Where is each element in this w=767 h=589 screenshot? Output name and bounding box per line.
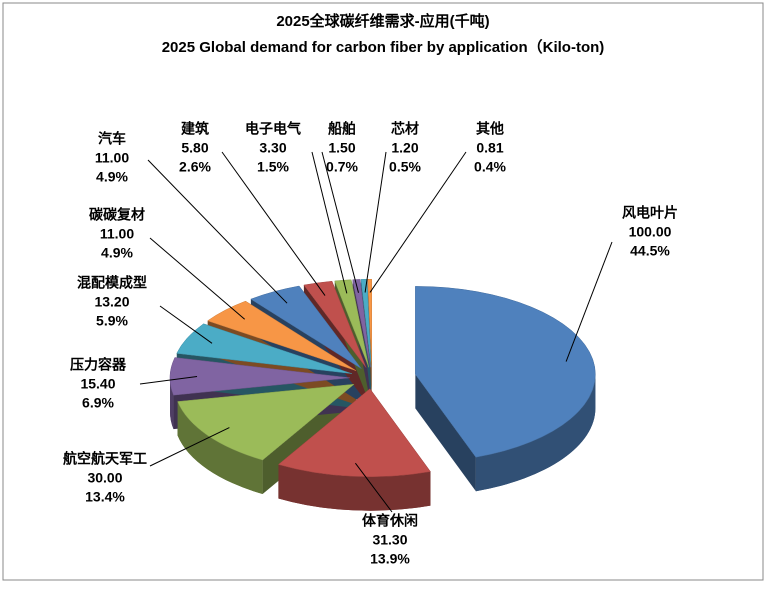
leader-line <box>369 151 467 293</box>
slice <box>415 286 596 458</box>
chart-subtitle: 2025 Global demand for carbon fiber by a… <box>162 38 605 56</box>
percent-label: 1.5% <box>257 159 289 175</box>
value-label: 31.30 <box>372 532 407 548</box>
percent-label: 2.6% <box>179 159 211 175</box>
leader-line <box>139 376 198 385</box>
category-label: 风电叶片 <box>622 205 678 221</box>
leader-line <box>159 305 213 344</box>
category-label: 航空航天军工 <box>63 451 147 467</box>
percent-label: 13.9% <box>370 551 410 567</box>
leader-line <box>149 237 246 320</box>
percent-label: 0.5% <box>389 159 421 175</box>
value-label: 1.20 <box>391 140 418 156</box>
slice <box>334 279 370 368</box>
leader-line <box>354 462 393 513</box>
slice <box>176 323 352 374</box>
leader-line <box>565 241 613 362</box>
percent-label: 13.4% <box>85 489 125 505</box>
category-label: 压力容器 <box>70 357 127 373</box>
slice <box>177 383 355 461</box>
percent-label: 4.9% <box>101 245 133 261</box>
value-label: 13.20 <box>94 294 129 310</box>
slice <box>303 280 367 368</box>
value-label: 100.00 <box>629 224 672 240</box>
leader-line <box>149 427 230 467</box>
pie-tops <box>169 278 596 477</box>
percent-label: 0.7% <box>326 159 358 175</box>
slice-face <box>415 374 476 492</box>
category-label: 汽车 <box>98 131 126 147</box>
category-label: 碳碳复材 <box>89 207 145 223</box>
category-label: 船舶 <box>328 121 356 137</box>
leader-line <box>321 151 359 293</box>
value-label: 5.80 <box>181 140 208 156</box>
category-label: 混配模成型 <box>77 275 147 291</box>
category-label: 芯材 <box>391 121 419 137</box>
slice <box>277 388 431 477</box>
percent-label: 4.9% <box>96 169 128 185</box>
category-label: 建筑 <box>181 121 209 137</box>
leader-line <box>147 159 288 304</box>
category-label: 其他 <box>476 121 504 137</box>
labels: 风电叶片 100.00 44.5% 体育休闲 31.30 13.9% 航空航天军工 30.00… <box>63 121 678 567</box>
slice-rim <box>475 374 596 492</box>
category-label: 体育休闲 <box>362 513 418 529</box>
percent-label: 44.5% <box>630 243 670 259</box>
slice <box>250 285 362 369</box>
value-label: 11.00 <box>100 226 134 242</box>
leader-line <box>364 151 387 293</box>
value-label: 0.81 <box>476 140 503 156</box>
chart-title: 2025全球碳纤维需求-应用(千吨) <box>276 12 489 30</box>
percent-label: 0.4% <box>474 159 506 175</box>
slice-rim <box>170 377 174 430</box>
leader-line <box>311 151 348 294</box>
leader-line <box>221 151 326 296</box>
value-label: 11.00 <box>95 150 129 166</box>
value-label: 1.50 <box>328 140 355 156</box>
value-label: 3.30 <box>259 140 286 156</box>
value-label: 15.40 <box>80 376 115 392</box>
slice <box>352 279 371 368</box>
percent-label: 5.9% <box>96 313 128 329</box>
slice-rim <box>177 401 263 495</box>
value-label: 30.00 <box>87 470 122 486</box>
percent-label: 6.9% <box>82 395 114 411</box>
category-label: 电子电气 <box>245 121 301 137</box>
slice <box>169 357 351 396</box>
slice <box>207 300 357 371</box>
slice <box>367 278 373 368</box>
